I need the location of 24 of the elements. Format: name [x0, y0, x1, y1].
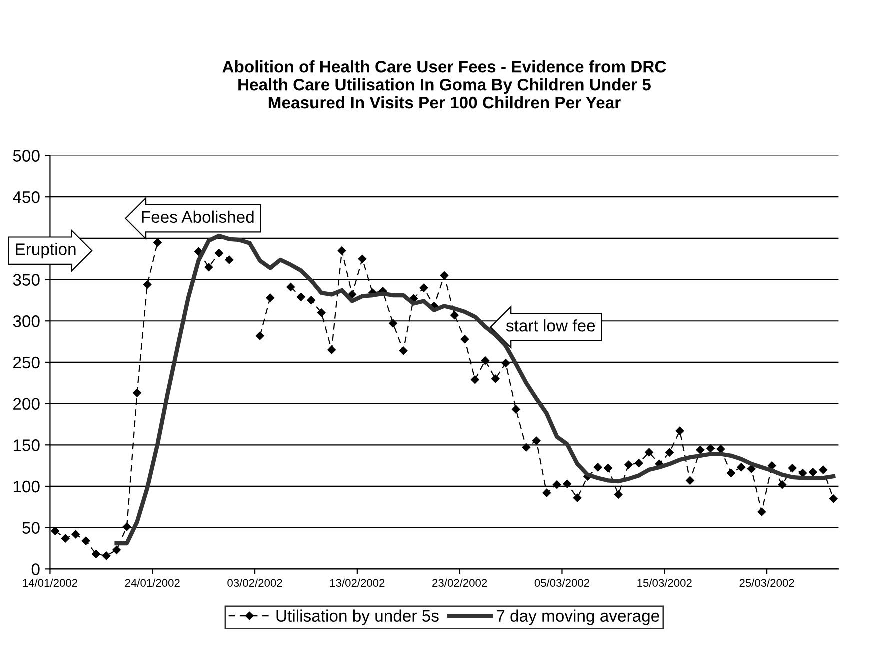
x-tick-label: 14/01/2002 [23, 578, 78, 588]
x-tick-label: 24/01/2002 [125, 578, 180, 588]
x-tick-label: 05/03/2002 [534, 578, 590, 588]
y-tick-label: 250 [14, 356, 40, 369]
annotation: Eruption [16, 243, 76, 259]
y-tick-label: 500 [13, 150, 40, 162]
y-tick-label: 200 [14, 398, 40, 410]
y-tick-label: 100 [14, 480, 40, 493]
y-tick-label: 300 [13, 316, 40, 328]
x-tick-label: 23/02/2002 [432, 578, 488, 588]
legend-label: 7 day moving average [496, 610, 660, 626]
y-tick-label: 50 [22, 522, 40, 534]
y-tick-label: 450 [13, 192, 40, 204]
x-tick-label: 13/02/2002 [330, 578, 385, 588]
y-tick-label: 350 [13, 274, 40, 286]
y-tick-label: 150 [14, 440, 40, 452]
x-tick-label: 25/03/2002 [740, 578, 794, 588]
chart-title: Abolition of Health Care User Fees - Evidence from DRC Health Care Utilisation In Goma By Children Under 5 Measured In Visits Per 100 Children Per Year [222, 60, 666, 109]
x-tick-label: 03/02/2002 [228, 578, 282, 588]
y-tick-label: 0 [32, 564, 40, 576]
annotation: start low fee [506, 320, 596, 332]
annotation: Fees Abolished [142, 210, 254, 224]
legend-label: Utilisation by under 5s [276, 610, 439, 626]
x-tick-label: 15/03/2002 [638, 578, 692, 588]
